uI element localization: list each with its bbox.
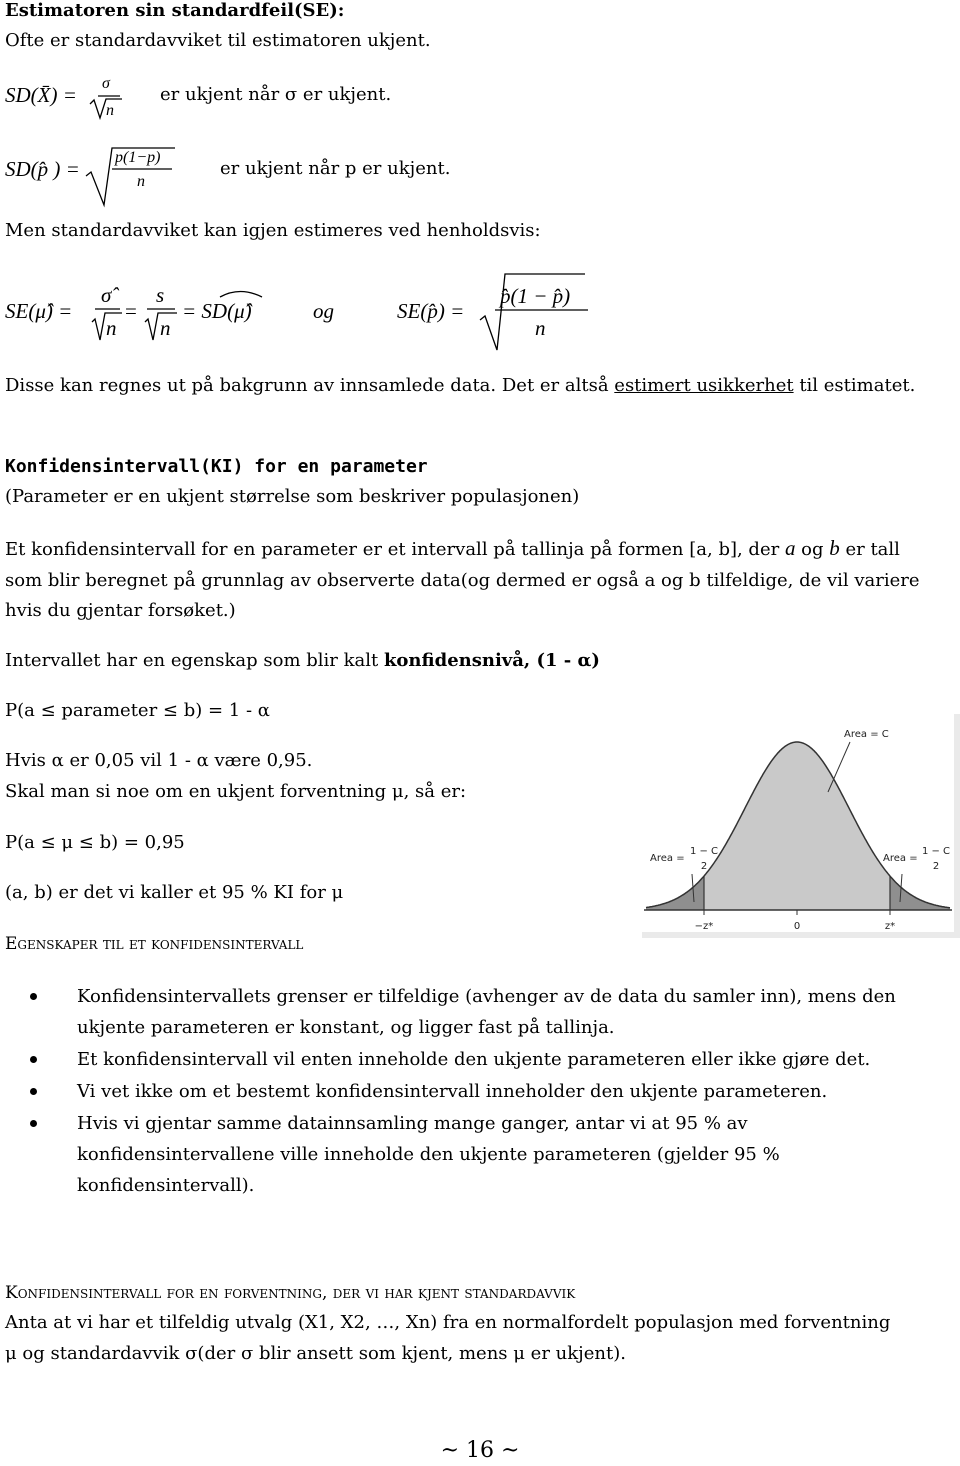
paragraph: (Parameter er en ukjent størrelse som be… [5, 486, 580, 507]
element [219, 290, 263, 298]
bullet-list: Konfidensintervallets grenser er tilfeld… [5, 981, 920, 1202]
bullet: Et konfidensintervall vil enten innehold… [5, 1044, 920, 1075]
paragraph: P(a ≤ parameter ≤ b) = 1 - α [5, 700, 270, 721]
formula-lhs: SD(X̄) = [5, 83, 77, 107]
paragraph: Et konfidensintervall for en parameter e… [5, 533, 930, 627]
figure-shape [646, 742, 950, 910]
normal-curve-figure: Area = C Area = 1 − C 2 Area = 1 − C 2 −… [638, 712, 960, 938]
element: Konfidensintervall(KI) for en parameter [5, 456, 428, 477]
section-heading: Konfidensintervall for en forventning, d… [5, 1283, 576, 1303]
paragraph: Intervallet har en egenskap som blir kal… [5, 646, 600, 676]
figure-label: Area = [883, 853, 918, 864]
figure-shape [827, 741, 851, 793]
element [85, 147, 175, 208]
bullet: Konfidensintervallets grenser er tilfeld… [5, 981, 920, 1043]
element [479, 273, 585, 351]
formula-strokes [85, 95, 588, 351]
figure-tick: 0 [794, 921, 800, 932]
figure-label: 1 − C [922, 846, 950, 857]
figure-shape [691, 873, 695, 903]
text: Disse kan regnes ut på bakgrunn av innsa… [5, 375, 615, 396]
formula-lhs: SE(μ̂) = [5, 299, 73, 323]
formula-numerator: p̂(1 − p̂) [500, 284, 571, 308]
text: Et konfidensintervall for en parameter e… [5, 539, 785, 560]
figure-shape [646, 876, 704, 910]
figure-tick: −z* [695, 921, 714, 932]
figure-label: 1 − C [690, 846, 718, 857]
formula-lhs: SD(p̂ ) = [5, 157, 80, 181]
figure-label: Area = [650, 853, 685, 864]
element [89, 98, 122, 121]
figure-label: Area = C [844, 729, 889, 740]
formula-note: er ukjent når σ er ukjent. [160, 84, 392, 105]
section-title: Estimatoren sin standardfeil(SE): [5, 0, 344, 26]
figure-shape [890, 876, 950, 910]
formula-denominator: n [137, 173, 145, 190]
element [144, 312, 177, 341]
formula-equals: = [125, 299, 137, 323]
page-number: ~ 16 ~ [440, 1438, 520, 1463]
element [91, 312, 122, 341]
figure-shape [899, 873, 903, 903]
formula-numerator: s [156, 283, 165, 307]
formula-numerator: σ [102, 75, 110, 92]
paragraph: Men standardavviket kan igjen estimeres … [5, 220, 541, 241]
paragraph: Anta at vi har et tilfeldig utvalg (X1, … [5, 1312, 891, 1364]
formula-sd-hat: = SD(μ̂) [182, 299, 252, 323]
paragraph: Ofte er standardavviket til estimatoren … [5, 30, 431, 51]
bullet: Hvis vi gjentar samme datainnsamling man… [5, 1108, 920, 1201]
figure-label: 2 [701, 861, 707, 872]
text: og [795, 539, 830, 560]
figure-label: 2 [933, 861, 939, 872]
figure-tick: z* [885, 921, 895, 932]
formula-denominator: n [106, 316, 117, 340]
formula-numerator: σ̂ [101, 283, 112, 307]
element: Estimatoren sin standardfeil(SE): [5, 0, 345, 21]
element: Intervallet har en egenskap som blir kal… [5, 650, 384, 671]
text: er tall som blir beregnet på grunnlag av… [5, 539, 920, 621]
formula-denominator: n [535, 316, 546, 340]
figure-shape [645, 741, 951, 909]
math: b [829, 536, 840, 560]
paragraph: Disse kan regnes ut på bakgrunn av innsa… [5, 371, 940, 402]
paragraph: Skal man si noe om en ukjent forventning… [5, 781, 467, 802]
element: konfidensnivå, (1 - α) [383, 650, 600, 671]
paragraph: Hvis α er 0,05 vil 1 - α være 0,95. [5, 750, 313, 771]
formula-denominator: n [160, 316, 171, 340]
formula-note: er ukjent når p er ukjent. [220, 158, 451, 179]
paragraph: (a, b) er det vi kaller et 95 % KI for μ [5, 882, 344, 903]
formula-denominator: n [106, 102, 114, 119]
bullet: Vi vet ikke om et bestemt konfidensinter… [5, 1076, 920, 1107]
paragraph: P(a ≤ μ ≤ b) = 0,95 [5, 832, 185, 853]
text: til estimatet. [793, 375, 916, 396]
math: a [784, 536, 796, 560]
formula-numerator: p(1−p) [115, 149, 161, 166]
section-title: Konfidensintervall(KI) for en parameter [5, 452, 428, 482]
formula-og: og [313, 299, 334, 323]
element: Area = C Area = 1 − C 2 Area = 1 − C 2 −… [650, 729, 950, 932]
formula-lhs: SE(p̂) = [397, 299, 465, 323]
emphasis: estimert usikkerhet [614, 375, 794, 396]
element [85, 95, 588, 351]
section-heading: Egenskaper til et konfidensintervall [5, 934, 304, 954]
